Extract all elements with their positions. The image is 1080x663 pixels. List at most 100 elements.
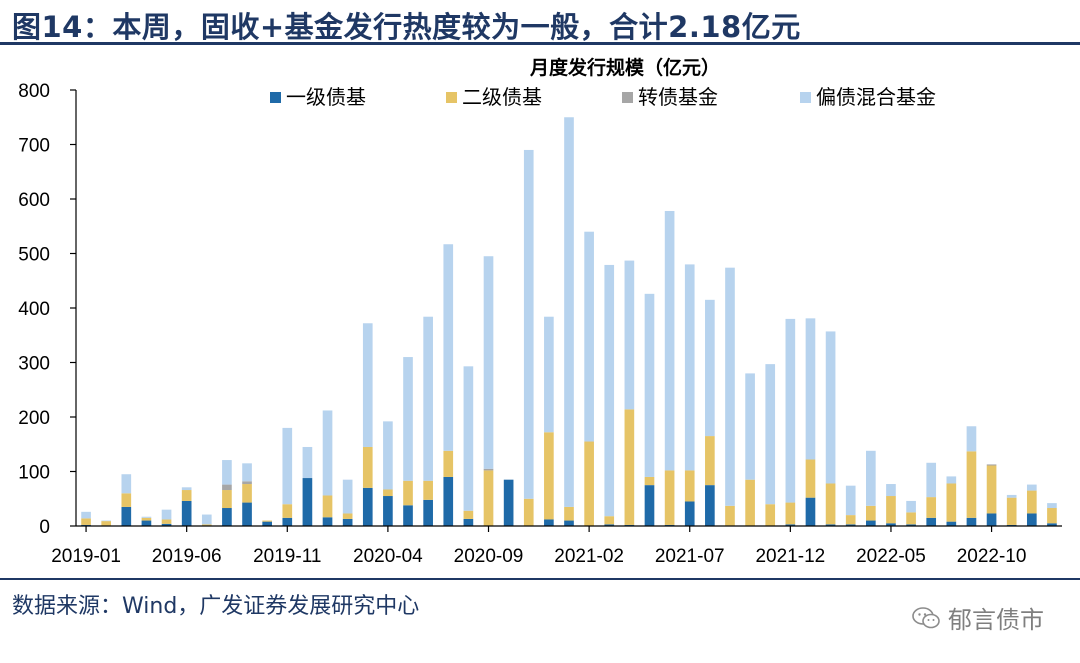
bar-segment xyxy=(362,323,373,447)
bar-segment xyxy=(544,432,554,520)
bar-segment xyxy=(624,409,635,525)
bar-segment xyxy=(222,460,232,485)
legend-label: 二级债基 xyxy=(462,85,542,109)
y-tick-label: 500 xyxy=(18,245,50,266)
bar-segment xyxy=(866,450,876,506)
x-tick-label: 2021-07 xyxy=(655,546,725,567)
bar-segment xyxy=(503,479,514,526)
bar-segment xyxy=(242,502,252,526)
bar-segment xyxy=(1026,490,1037,514)
bar-segment xyxy=(765,504,776,526)
bar-segment xyxy=(161,509,172,520)
bar-segment xyxy=(906,524,916,526)
bar-segment xyxy=(604,516,615,525)
bar-segment xyxy=(423,499,433,526)
bar-segment xyxy=(342,513,353,519)
bar-segment xyxy=(946,521,957,526)
bar-segment xyxy=(845,515,856,525)
legend-swatch xyxy=(446,92,457,103)
bar-segment xyxy=(966,517,977,526)
bar-segment xyxy=(684,470,695,502)
bar-segment xyxy=(926,517,937,526)
bar-segment xyxy=(705,485,715,526)
y-tick-label: 700 xyxy=(18,136,50,157)
bar-segment xyxy=(966,451,977,518)
bar-segment xyxy=(403,357,413,481)
legend-label: 转债基金 xyxy=(638,85,718,109)
bar-segment xyxy=(101,521,112,526)
bar-segment xyxy=(81,518,91,525)
bar-segment xyxy=(765,364,776,505)
bar-segment xyxy=(282,427,293,505)
bar-segment xyxy=(181,490,192,501)
bar-segment xyxy=(523,498,534,526)
bar-segment xyxy=(684,501,695,526)
bar-segment xyxy=(242,463,252,482)
bar-segment xyxy=(785,502,796,525)
bar-segment xyxy=(322,495,333,518)
bar-segment xyxy=(201,524,212,526)
x-tick-label: 2022-05 xyxy=(856,546,926,567)
bar-segment xyxy=(886,496,896,524)
bar-segment xyxy=(443,476,454,526)
bar-segment xyxy=(805,318,816,460)
bar-segment xyxy=(564,520,574,526)
legend-label: 一级债基 xyxy=(286,85,366,109)
bar-segment xyxy=(282,517,293,526)
bar-segment xyxy=(564,506,574,521)
bar-segment xyxy=(805,497,816,526)
watermark-text: 郁言债市 xyxy=(948,606,1044,634)
bar-segment xyxy=(926,497,937,518)
bar-segment xyxy=(725,505,735,526)
bar-segment xyxy=(463,518,474,526)
bar-segment xyxy=(423,480,433,500)
bar-segment xyxy=(1047,523,1057,526)
x-tick-label: 2020-09 xyxy=(454,546,524,567)
watermark: 郁言债市 xyxy=(912,600,1044,635)
bar-segment xyxy=(584,441,594,526)
y-tick-label: 400 xyxy=(18,299,50,320)
bar-segment xyxy=(805,459,816,498)
bar-segment xyxy=(121,474,132,494)
bar-segment xyxy=(322,410,333,496)
legend-swatch xyxy=(622,92,633,103)
y-tick-label: 100 xyxy=(18,463,50,484)
y-tick-label: 800 xyxy=(18,81,50,102)
x-tick-label: 2019-11 xyxy=(253,546,321,567)
bar-segment xyxy=(322,517,333,526)
bar-segment xyxy=(423,316,433,481)
bar-segment xyxy=(845,485,856,516)
bar-segment xyxy=(886,523,896,526)
bar-segment xyxy=(302,478,313,526)
bar-segment xyxy=(825,524,836,526)
bar-segment xyxy=(362,446,373,488)
bar-segment xyxy=(986,465,997,514)
bar-segment xyxy=(664,470,675,525)
bar-segment xyxy=(644,485,655,526)
bar-segment xyxy=(544,519,554,526)
x-tick-label: 2019-06 xyxy=(152,546,222,567)
bar-segment xyxy=(604,264,615,517)
wechat-icon xyxy=(912,606,940,628)
x-tick-label: 2022-10 xyxy=(957,546,1027,567)
bar-segment xyxy=(121,493,132,507)
bar-segment xyxy=(1006,497,1017,525)
bar-segment xyxy=(785,318,796,503)
bar-segment xyxy=(745,373,755,480)
bar-segment xyxy=(725,267,735,506)
bar-segment xyxy=(906,500,916,513)
bar-segment xyxy=(242,484,252,503)
y-tick-label: 300 xyxy=(18,354,50,375)
bar-segment xyxy=(1026,484,1037,491)
bar-segment xyxy=(121,506,132,526)
bar-segment xyxy=(946,483,957,522)
bar-segment xyxy=(584,231,594,442)
bar-segment xyxy=(705,436,715,486)
bar-segment xyxy=(383,489,393,497)
bar-segment xyxy=(483,470,494,526)
bar-segment xyxy=(141,516,152,518)
bar-segment xyxy=(866,520,876,526)
bar-area xyxy=(81,117,1057,526)
bar-segment xyxy=(342,479,353,514)
x-tick-label: 2020-04 xyxy=(353,546,423,567)
